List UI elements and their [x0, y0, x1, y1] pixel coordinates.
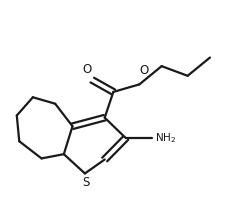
Text: NH$_2$: NH$_2$ [155, 132, 177, 145]
Text: S: S [82, 176, 90, 189]
Text: O: O [140, 64, 149, 77]
Text: O: O [83, 63, 92, 76]
